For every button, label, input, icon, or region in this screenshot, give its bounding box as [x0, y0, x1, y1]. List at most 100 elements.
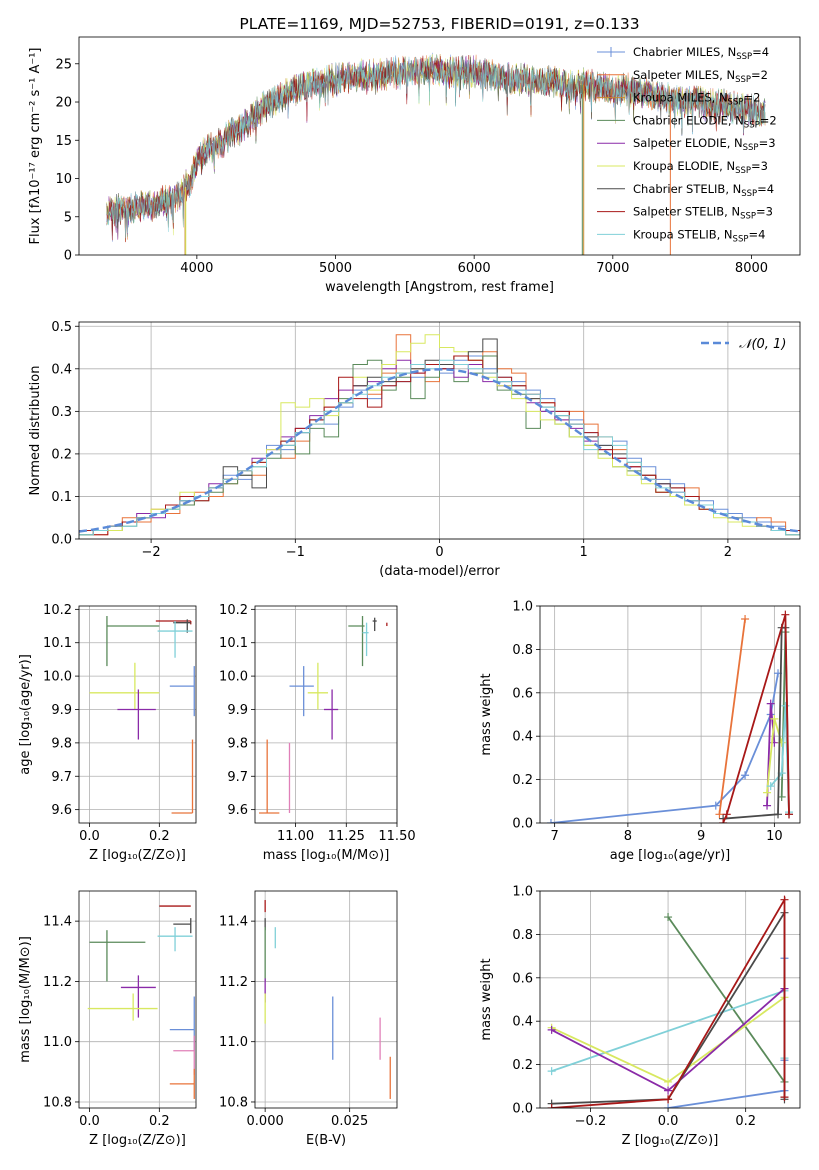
y-tick-label: 9.7	[51, 770, 72, 785]
series-marker	[763, 801, 772, 810]
legend-label: Chabrier STELIB, NSSP=4	[633, 182, 774, 199]
legend-label-end: =4	[748, 227, 765, 241]
axes-frame	[78, 890, 197, 1109]
x-tick-label: −2	[142, 545, 161, 560]
y-tick-label: 0.4	[512, 730, 533, 745]
series-marker	[780, 1093, 789, 1102]
y-tick-label: 0.2	[512, 1058, 533, 1073]
legend-label: Salpeter MILES, NSSP=2	[633, 68, 768, 85]
y-tick-label: 0.2	[512, 773, 533, 788]
axes-residuals: −2 −1 0 1 2 0.0 0.1 0.2 0.3 0.4 0.5 (data-model)/er…	[28, 320, 801, 579]
series-marker	[785, 810, 794, 819]
y-tick-label: 1.0	[512, 885, 533, 900]
x-tick-label: 4000	[180, 261, 213, 276]
series-marker	[741, 615, 750, 624]
gaussian-curve	[79, 368, 800, 533]
plot-area-z-weight	[547, 895, 789, 1108]
x-tick-label: 0.2	[149, 829, 170, 844]
y-tick-label: 0.0	[51, 533, 72, 548]
y-tick-label: 10.8	[219, 1095, 248, 1110]
axes-frame	[78, 605, 197, 824]
y-tick-label: 5	[64, 210, 72, 225]
y-tick-label: 0.8	[512, 643, 533, 658]
series-marker	[763, 788, 772, 797]
legend-label-end: =2	[760, 113, 777, 127]
x-axis-label: Z [log₁₀(Z/Z⊙)]	[89, 1133, 186, 1148]
x-tick-label: 11.50	[378, 829, 415, 844]
axes-age-weight: 7 8 9 10 0.0 0.2 0.4 0.6 0.8 1.0 age [log₁₀(age/yr…	[479, 600, 801, 863]
y-tick-label: 0.3	[51, 405, 72, 420]
x-tick-label: 7000	[596, 261, 629, 276]
x-axis-label: wavelength [Angstrom, rest frame]	[325, 280, 554, 295]
axes-z-weight: −0.2 0.0 0.2 0.0 0.2 0.4 0.6 0.8 1.0 Z [log₁₀(Z/Z…	[479, 885, 801, 1148]
x-tick-label: 11.00	[277, 829, 314, 844]
legend-label-sub: SSP	[728, 98, 744, 108]
series-line	[718, 618, 746, 815]
y-tick-label: 9.6	[51, 803, 72, 818]
x-tick-label: −1	[286, 545, 305, 560]
axes-frame	[539, 890, 801, 1109]
axes-frame	[78, 321, 801, 540]
plot-area-z-age	[89, 616, 195, 814]
y-tick-label: 0.2	[51, 447, 72, 462]
legend-label-sub: SSP	[736, 52, 752, 62]
axes-frame	[254, 605, 398, 824]
series-marker	[664, 1095, 673, 1104]
y-tick-label: 25	[55, 57, 72, 72]
x-tick-label: −0.2	[575, 1114, 607, 1129]
axes-mass-age: 11.00 11.25 11.50 9.6 9.7 9.8 9.9 10.0 10.1 10.2 m…	[219, 603, 416, 863]
legend-label-main: Chabrier ELODIE, N	[633, 113, 744, 127]
series-marker	[664, 1104, 673, 1108]
series-line	[551, 896, 786, 1108]
legend-label-main: Salpeter STELIB, N	[633, 205, 740, 219]
y-tick-label: 20	[55, 96, 72, 111]
y-tick-label: 0.4	[51, 362, 72, 377]
y-axis-label: mass [log₁₀(M/M⊙)]	[18, 936, 33, 1063]
y-tick-label: 0.5	[51, 320, 72, 335]
legend-label: Kroupa ELODIE, NSSP=3	[633, 159, 768, 176]
y-tick-label: 9.9	[227, 703, 248, 718]
legend-label-main: Salpeter ELODIE, N	[633, 136, 743, 150]
legend-label: Kroupa MILES, NSSP=2	[633, 91, 760, 108]
x-axis-label: (data-model)/error	[379, 564, 500, 579]
x-tick-label: 7	[551, 829, 559, 844]
y-tick-label: 10.1	[43, 636, 72, 651]
legend-label-end: =3	[751, 159, 768, 173]
series-marker	[766, 782, 775, 791]
legend-label: Chabrier MILES, NSSP=4	[633, 45, 769, 62]
y-tick-label: 11.0	[219, 1035, 248, 1050]
y-tick-label: 11.0	[43, 1035, 72, 1050]
x-tick-label: 5000	[319, 261, 352, 276]
legend-label: Chabrier ELODIE, NSSP=2	[633, 113, 777, 130]
axes-frame	[78, 36, 801, 256]
x-tick-label: 0.0	[79, 1114, 100, 1129]
legend-label-end: =3	[756, 205, 773, 219]
x-tick-label: 6000	[458, 261, 491, 276]
y-tick-label: 0.8	[512, 928, 533, 943]
series-marker	[719, 819, 728, 823]
y-axis-label: mass weight	[479, 958, 494, 1040]
plot-area-mass-age	[259, 616, 388, 814]
series-marker	[780, 895, 789, 904]
y-tick-label: 9.7	[227, 770, 248, 785]
axes-frame	[254, 890, 398, 1109]
x-tick-label: 0.0	[79, 829, 100, 844]
series-marker	[546, 819, 555, 823]
y-tick-label: 9.8	[51, 736, 72, 751]
legend-label-main: Chabrier STELIB, N	[633, 182, 741, 196]
y-tick-label: 9.8	[227, 736, 248, 751]
series-marker	[774, 810, 783, 819]
y-tick-label: 10.0	[219, 670, 248, 685]
y-tick-label: 10.2	[43, 603, 72, 618]
y-axis-label: mass weight	[479, 673, 494, 755]
y-tick-label: 0.1	[51, 490, 72, 505]
y-tick-label: 9.9	[51, 703, 72, 718]
axes-z-mass: 0.0 0.2 10.8 11.0 11.2 11.4 Z [log₁₀(Z/Z⊙)] mas…	[18, 890, 197, 1148]
y-tick-label: 0.6	[512, 971, 533, 986]
y-tick-label: 10.2	[219, 603, 248, 618]
series-marker	[547, 1104, 556, 1108]
y-tick-label: 11.4	[43, 915, 72, 930]
x-tick-label: 0.2	[149, 1114, 170, 1129]
legend-label-main: Kroupa STELIB, N	[633, 227, 733, 241]
